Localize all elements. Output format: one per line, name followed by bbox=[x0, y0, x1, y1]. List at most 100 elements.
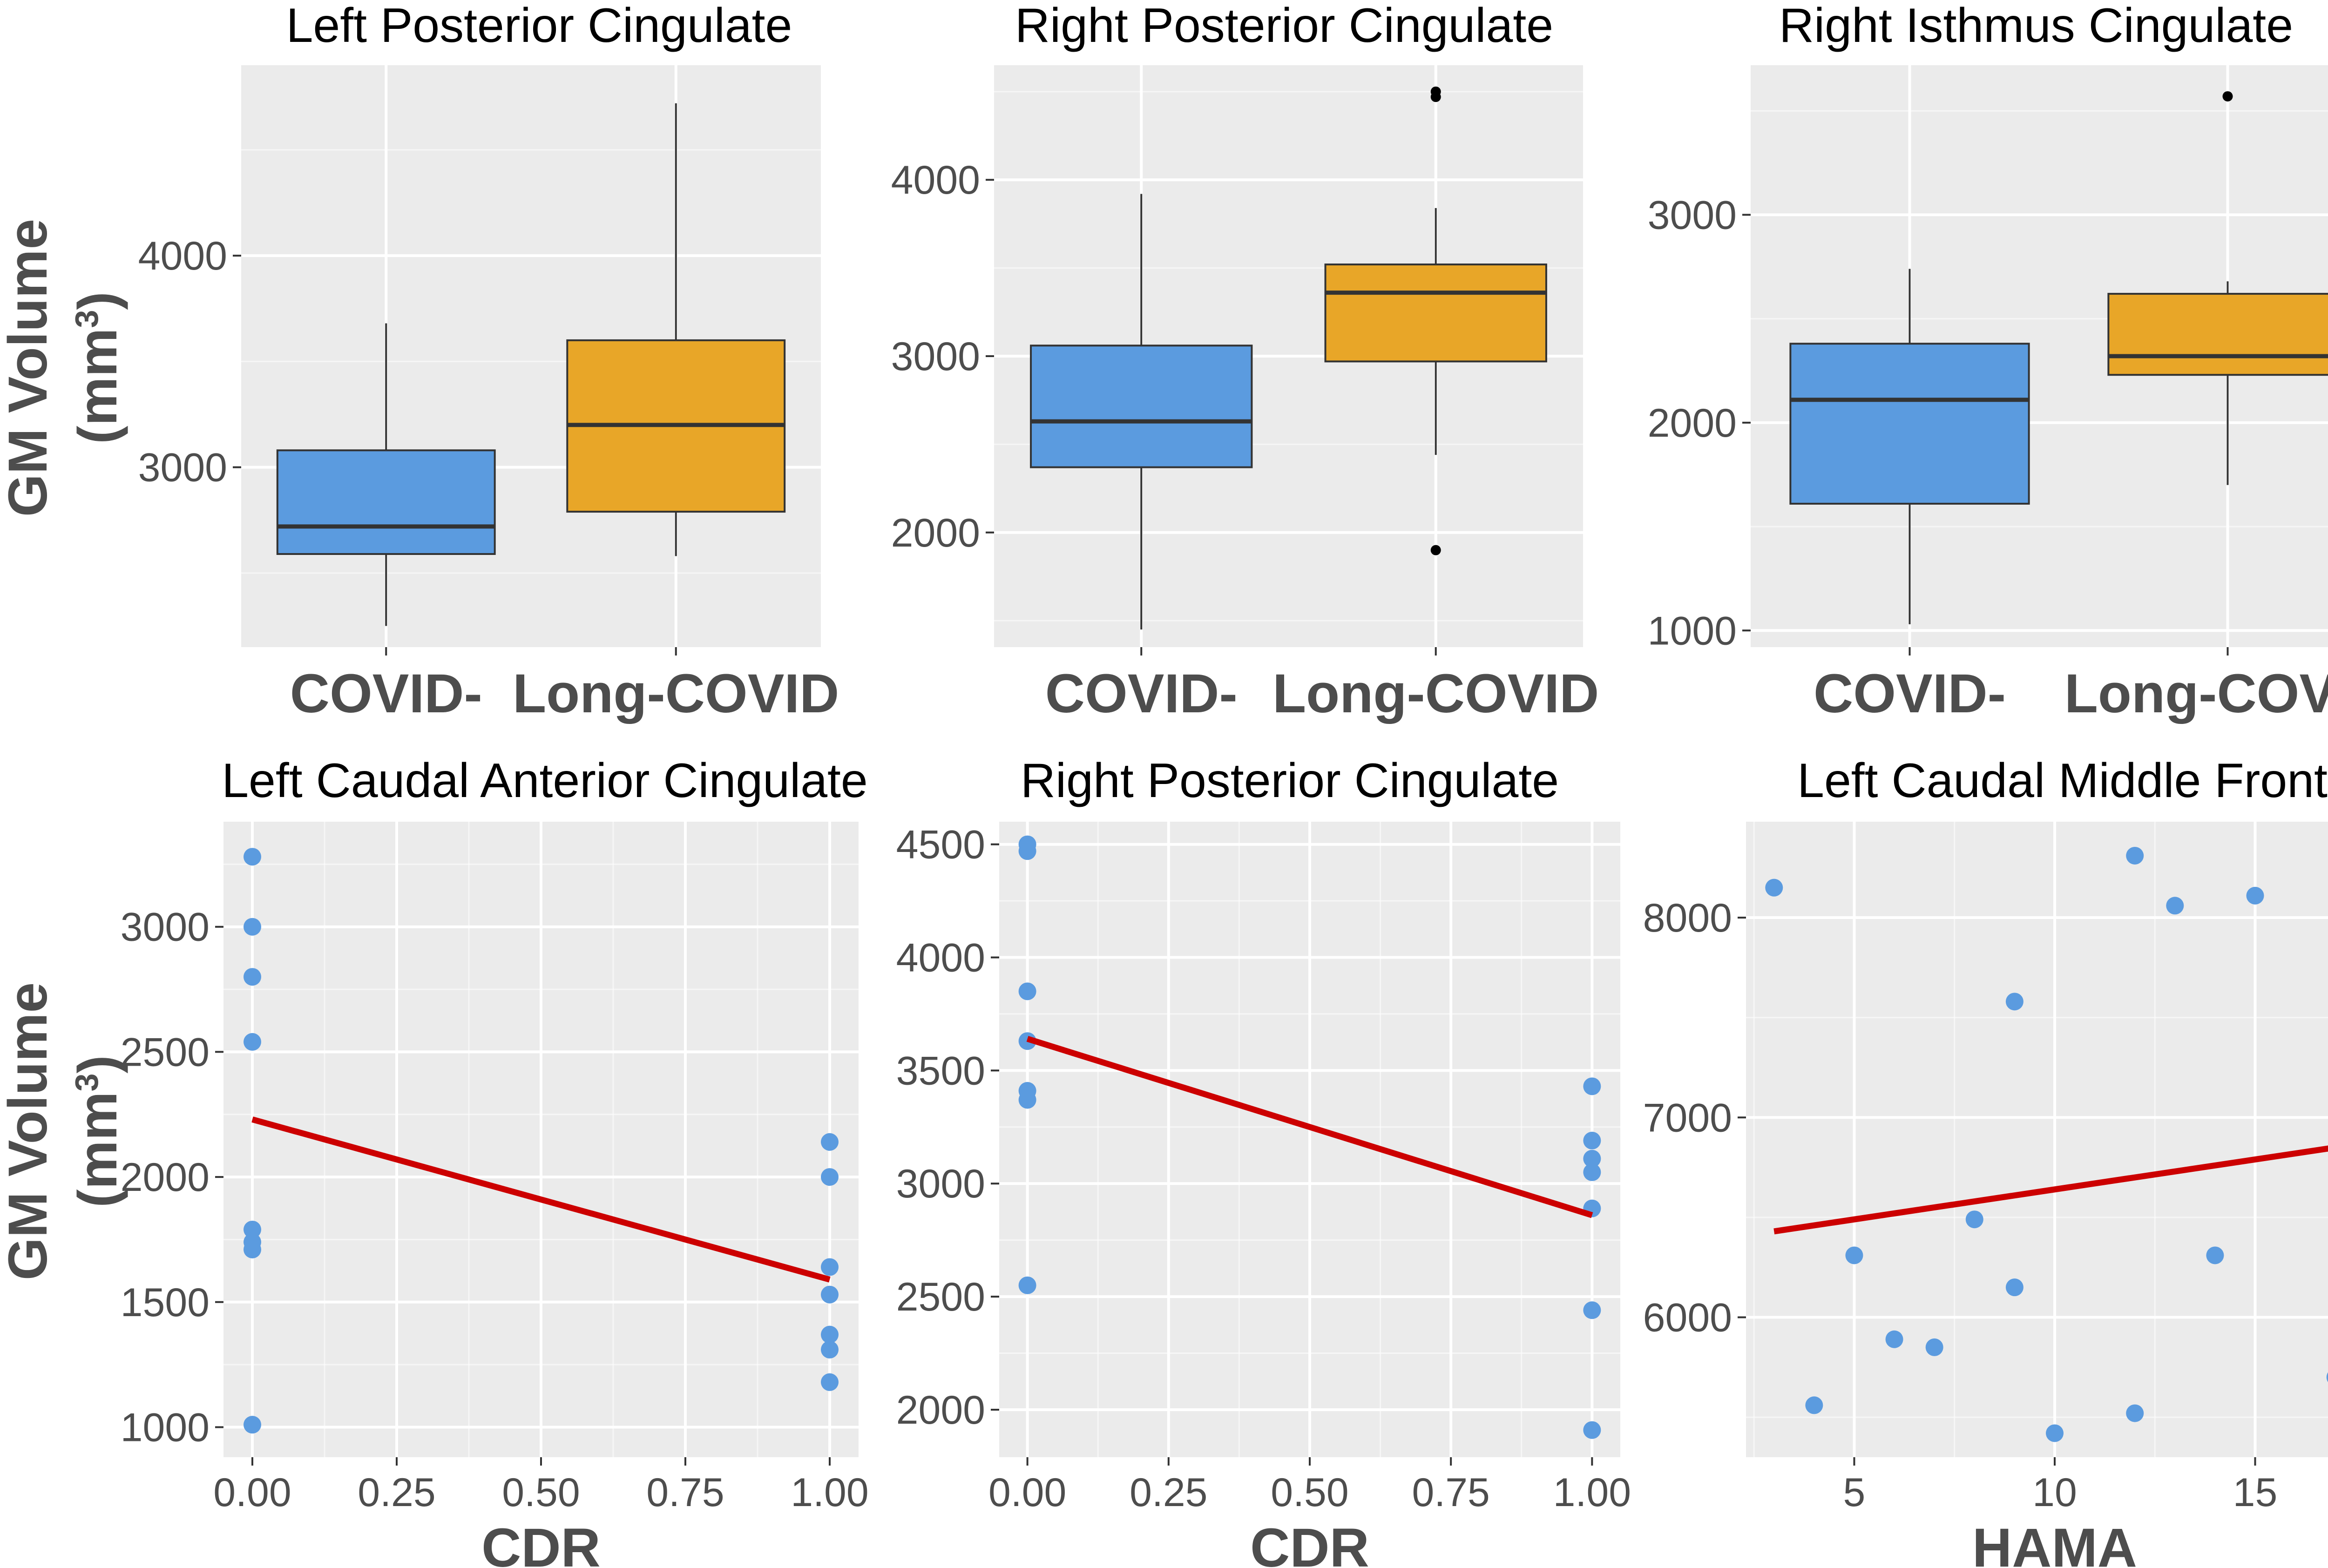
scatter-point bbox=[821, 1133, 839, 1151]
scatter-point bbox=[821, 1258, 839, 1276]
y-axis-label-top-unit-base: (mm bbox=[67, 328, 129, 444]
scatter-point bbox=[821, 1285, 839, 1304]
chart-title: Left Posterior Cingulate bbox=[286, 0, 792, 53]
x-tick-label: 0.25 bbox=[358, 1470, 435, 1515]
box-iqr bbox=[1789, 343, 2030, 505]
y-axis-label-top: GM Volume bbox=[0, 219, 59, 517]
x-category-label: Long-COVID bbox=[2064, 663, 2328, 724]
scatter-point bbox=[1583, 1149, 1601, 1168]
x-category-label: Long-COVID bbox=[1272, 663, 1599, 724]
scatter-point bbox=[2246, 886, 2264, 905]
y-tick-label: 2000 bbox=[121, 1155, 210, 1200]
x-tick-label: 0.75 bbox=[1412, 1470, 1489, 1515]
y-axis-label-bottom-unit: (mm3) bbox=[67, 1055, 129, 1207]
scatter-point bbox=[821, 1340, 839, 1358]
x-category-label: Long-COVID bbox=[513, 663, 839, 724]
scatter-point bbox=[2005, 1278, 2023, 1297]
scatter-point bbox=[821, 1168, 839, 1186]
scatter-point bbox=[1018, 842, 1036, 860]
scatter-point bbox=[1018, 982, 1036, 1000]
chart-title: Right Posterior Cingulate bbox=[1021, 754, 1559, 808]
box-outlier bbox=[1430, 545, 1441, 555]
scatter-point bbox=[1845, 1246, 1863, 1264]
scatter-point bbox=[1925, 1338, 1943, 1356]
y-tick-label: 3000 bbox=[896, 1162, 985, 1206]
scatter-point bbox=[1018, 1276, 1036, 1294]
y-tick-label: 4000 bbox=[896, 935, 985, 980]
chart-p2: Right Posterior Cingulate 2000 3000 4000 COV… bbox=[891, 0, 1599, 724]
y-tick-label: 2500 bbox=[896, 1275, 985, 1319]
box-iqr bbox=[1030, 345, 1253, 468]
x-axis-label: HAMA bbox=[1972, 1517, 2137, 1568]
scatter-point bbox=[1885, 1330, 1903, 1348]
regression-line bbox=[1773, 1145, 2328, 1235]
scatter-point bbox=[2046, 1424, 2064, 1442]
x-tick-label: 1.00 bbox=[791, 1470, 868, 1515]
x-category-label: COVID- bbox=[1814, 663, 2006, 724]
chart-p5: Right Posterior Cingulate 2000 2500 3000 350… bbox=[896, 754, 1631, 1568]
chart-title: Right Posterior Cingulate bbox=[1015, 0, 1553, 53]
x-tick-label: 10 bbox=[2032, 1470, 2077, 1515]
y-tick-label: 7000 bbox=[1643, 1095, 1732, 1140]
y-tick-label: 1000 bbox=[1648, 608, 1737, 653]
scatter-point bbox=[244, 1240, 261, 1258]
chart-title: Left Caudal Anterior Cingulate bbox=[222, 754, 868, 808]
box-iqr bbox=[2107, 293, 2328, 376]
scatter-point bbox=[821, 1373, 839, 1391]
y-tick-label: 3500 bbox=[896, 1048, 985, 1093]
scatter-point bbox=[244, 848, 261, 866]
x-category-label: COVID- bbox=[290, 663, 482, 724]
y-tick-label: 3000 bbox=[121, 905, 210, 950]
y-axis-label-top-line1: GM Volume bbox=[0, 219, 59, 517]
box-iqr bbox=[276, 449, 496, 555]
scatter-point bbox=[2326, 1372, 2328, 1382]
scatter-point bbox=[1965, 1210, 1983, 1229]
y-tick-label: 2000 bbox=[896, 1388, 985, 1433]
chart-title: Right Isthmus Cingulate bbox=[1779, 0, 2293, 53]
y-axis-label-bottom: GM Volume bbox=[0, 982, 59, 1280]
x-tick-label: 0.50 bbox=[502, 1470, 580, 1515]
scatter-point bbox=[244, 918, 261, 936]
chart-p3: Right Isthmus Cingulate 1000 2000 3000 COVID… bbox=[1648, 0, 2328, 724]
scatter-point bbox=[1805, 1396, 1823, 1414]
scatter-point bbox=[1765, 879, 1783, 897]
chart-title: Left Caudal Middle Frontal bbox=[1797, 754, 2328, 808]
chart-p1: Left Posterior Cingulate 3000 4000 COVID- Lo… bbox=[138, 0, 839, 724]
y-axis-label-bottom-line1: GM Volume bbox=[0, 982, 59, 1280]
x-axis-label: CDR bbox=[481, 1517, 601, 1568]
y-axis-label-bottom-unit-sup: 3 bbox=[68, 1074, 105, 1092]
x-tick-label: 0.00 bbox=[988, 1470, 1066, 1515]
y-axis-label-bottom-unit-base: (mm bbox=[67, 1092, 129, 1208]
box-outlier bbox=[1430, 86, 1441, 97]
y-tick-label: 6000 bbox=[1643, 1296, 1732, 1340]
x-axis-label: CDR bbox=[1250, 1517, 1369, 1568]
panels: Left Posterior Cingulate 3000 4000 COVID- Lo… bbox=[121, 0, 2328, 1568]
scatter-point bbox=[1583, 1421, 1601, 1439]
x-tick-label: 0.75 bbox=[646, 1470, 724, 1515]
scatter-point bbox=[2126, 1404, 2144, 1422]
scatter-point bbox=[244, 1033, 261, 1051]
y-axis-label-top-unit-sup: 3 bbox=[68, 310, 105, 328]
panel-background bbox=[1746, 822, 2328, 1457]
y-tick-label: 4000 bbox=[891, 158, 980, 203]
scatter-point bbox=[1018, 1091, 1036, 1109]
regression-line bbox=[251, 1116, 831, 1283]
y-tick-label: 3000 bbox=[891, 334, 980, 379]
y-axis-label-top-unit-end: ) bbox=[67, 291, 129, 310]
y-tick-label: 3000 bbox=[1648, 193, 1737, 237]
scatter-point bbox=[1583, 1077, 1601, 1095]
x-tick-label: 5 bbox=[1843, 1470, 1866, 1515]
y-tick-label: 2000 bbox=[1648, 401, 1737, 446]
x-tick-label: 15 bbox=[2233, 1470, 2278, 1515]
x-tick-label: 1.00 bbox=[1553, 1470, 1631, 1515]
scatter-point bbox=[1583, 1301, 1601, 1319]
chart-p6: Left Caudal Middle Frontal 6000 7000 8000 5 1… bbox=[1643, 754, 2328, 1568]
chart-p4: Left Caudal Anterior Cingulate 1000 1500 20… bbox=[121, 754, 869, 1568]
y-axis-label-top-unit: (mm3) bbox=[67, 291, 129, 444]
scatter-point bbox=[821, 1325, 839, 1344]
scatter-point bbox=[244, 1416, 261, 1434]
y-tick-label: 1500 bbox=[121, 1280, 210, 1325]
y-tick-label: 3000 bbox=[138, 446, 227, 490]
y-tick-label: 2000 bbox=[891, 511, 980, 555]
